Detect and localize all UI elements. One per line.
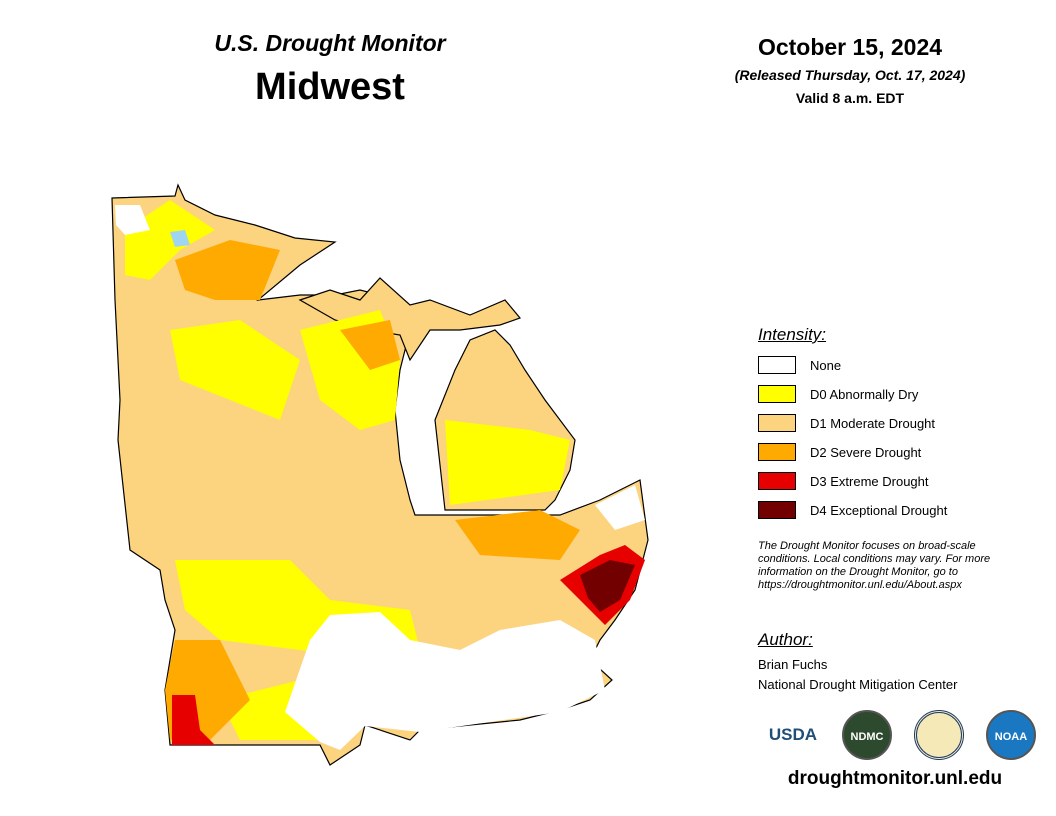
severe-area bbox=[175, 240, 280, 300]
map bbox=[111, 183, 649, 766]
logo: NOAA bbox=[986, 710, 1036, 760]
legend-swatch bbox=[758, 414, 796, 432]
dry-area bbox=[170, 320, 300, 420]
legend-label: D0 Abnormally Dry bbox=[810, 386, 919, 402]
logo: USDA bbox=[768, 710, 818, 760]
legend-label: D1 Moderate Drought bbox=[810, 415, 936, 431]
no-drought-area bbox=[285, 612, 605, 750]
valid-time: Valid 8 a.m. EDT bbox=[795, 90, 905, 106]
legend-title: Intensity: bbox=[758, 325, 827, 344]
lake bbox=[170, 230, 190, 247]
legend-label: None bbox=[810, 357, 842, 373]
logo: NDMC bbox=[842, 710, 892, 760]
legend-label: D2 Severe Drought bbox=[810, 444, 922, 460]
severe-area bbox=[340, 320, 400, 370]
legend-item: D0 Abnormally Dry bbox=[758, 384, 918, 404]
legend-item: D2 Severe Drought bbox=[758, 442, 921, 462]
legend-item: D3 Extreme Drought bbox=[758, 471, 929, 491]
dry-area bbox=[125, 200, 215, 280]
no-drought-area bbox=[115, 205, 150, 235]
legend-label: D4 Exceptional Drought bbox=[810, 502, 948, 518]
author-name: Brian Fuchs bbox=[758, 657, 828, 672]
legend-swatch bbox=[758, 356, 796, 374]
note-line: https://droughtmonitor.unl.edu/About.asp… bbox=[758, 579, 962, 591]
note-line: conditions. Local conditions may vary. F… bbox=[758, 553, 991, 565]
no-drought-area bbox=[595, 485, 645, 530]
legend-swatch bbox=[758, 443, 796, 461]
author-title: Author: bbox=[758, 630, 813, 649]
legend-swatch bbox=[758, 385, 796, 403]
note-line: information on the Drought Monitor, go t… bbox=[758, 566, 958, 578]
subtitle: U.S. Drought Monitor bbox=[214, 30, 446, 56]
legend-item: None bbox=[758, 355, 841, 375]
date: October 15, 2024 bbox=[757, 34, 943, 60]
dry-area bbox=[445, 420, 570, 505]
note-line: The Drought Monitor focuses on broad-sca… bbox=[758, 540, 976, 552]
title: Midwest bbox=[255, 66, 405, 108]
legend-swatch bbox=[758, 501, 796, 519]
seal-logo bbox=[914, 710, 964, 760]
exceptional-area bbox=[580, 560, 635, 612]
legend-item: D4 Exceptional Drought bbox=[758, 500, 947, 520]
note: The Drought Monitor focuses on broad-sca… bbox=[758, 540, 990, 592]
footer-url: droughtmonitor.unl.edu bbox=[787, 768, 1003, 789]
legend-item: D1 Moderate Drought bbox=[758, 413, 935, 433]
author-org: National Drought Mitigation Center bbox=[758, 677, 958, 692]
legend-swatch bbox=[758, 472, 796, 490]
release-date: (Released Thursday, Oct. 17, 2024) bbox=[734, 67, 966, 83]
extreme-area bbox=[172, 695, 215, 745]
legend-label: D3 Extreme Drought bbox=[810, 473, 929, 489]
severe-area bbox=[455, 510, 580, 560]
